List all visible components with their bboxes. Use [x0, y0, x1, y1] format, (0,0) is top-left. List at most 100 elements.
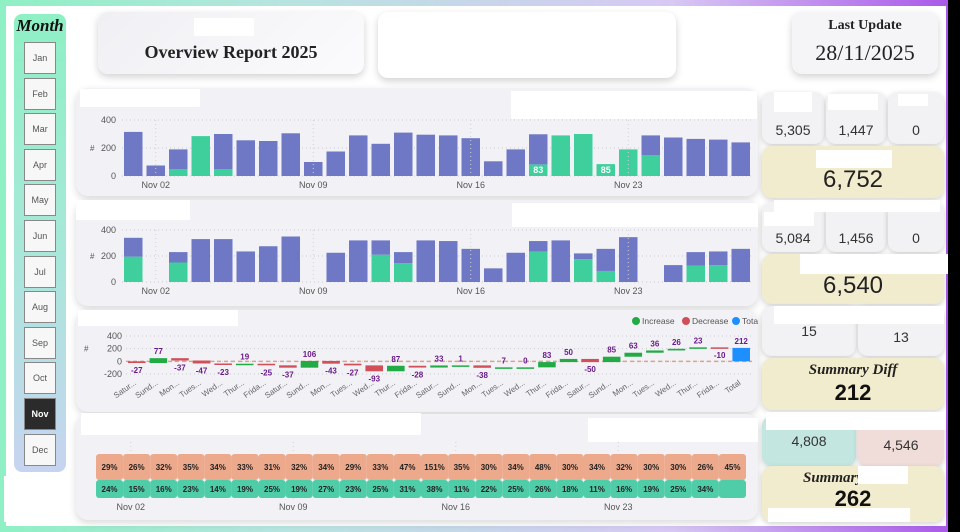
blank-label — [774, 92, 812, 112]
bar-secondary — [596, 270, 615, 282]
waterfall-increase-bar — [538, 362, 556, 368]
ribbon-bottom-label: 38% — [427, 485, 443, 494]
ribbon-bottom-segment — [231, 480, 259, 498]
waterfall-increase-bar — [387, 365, 405, 372]
waterfall-data-label: 85 — [607, 346, 616, 355]
waterfall-data-label: 50 — [564, 348, 573, 357]
y-axis-label: # — [84, 345, 89, 354]
waterfall-decrease-bar — [581, 358, 599, 363]
bar-secondary — [709, 265, 728, 282]
kpi-value: 5,084 — [775, 230, 811, 246]
ribbon-bottom-label: 34% — [697, 485, 713, 494]
month-button-sep[interactable]: Sep — [24, 326, 56, 359]
blank-label — [194, 18, 254, 36]
ribbon-top-segment — [204, 454, 232, 480]
bar-primary — [619, 237, 638, 282]
month-slicer: Month Jan Feb Mar Apr May Jun Jul Aug Sep Oct Nov D… — [14, 14, 66, 472]
summary-label: Summary — [802, 470, 863, 486]
month-button-oct[interactable]: Oct — [24, 362, 56, 395]
waterfall-increase-bar — [667, 348, 686, 351]
ribbon-top-label: 26% — [697, 463, 713, 472]
x-tick-label: Nov 09 — [279, 502, 308, 512]
month-button-jan[interactable]: Jan — [24, 42, 56, 74]
x-tick-label: Satur... — [112, 378, 138, 400]
bar-primary — [484, 268, 503, 282]
bar-primary — [551, 240, 570, 282]
x-tick-label: Mon... — [611, 378, 634, 398]
ribbon-top-label: 151% — [424, 463, 444, 472]
month-button-mar[interactable]: Mar — [24, 113, 56, 146]
waterfall-decrease-bar — [408, 365, 427, 368]
bar-primary — [439, 241, 458, 282]
ribbon-bottom-segment — [502, 480, 530, 498]
x-tick-label: Sund... — [436, 378, 462, 400]
blank-chart-title — [512, 203, 758, 227]
waterfall-data-label: 26 — [672, 338, 681, 347]
x-tick-label: Thur... — [222, 378, 246, 398]
ribbon-top-label: 45% — [724, 463, 740, 472]
ribbon-bottom-segment — [339, 480, 367, 498]
bar-primary — [686, 252, 705, 266]
ribbon-top-label: 29% — [102, 463, 118, 472]
bar-secondary — [529, 251, 548, 282]
bar-primary — [371, 240, 390, 255]
x-tick-label: Satur... — [414, 378, 440, 400]
ribbon-top-segment — [231, 454, 259, 480]
waterfall-decrease-bar — [322, 360, 340, 364]
x-tick-label: Satur... — [565, 378, 591, 400]
summary-diff-value: 212 — [834, 380, 872, 405]
waterfall-data-label: -10 — [714, 351, 726, 360]
ribbon-top-segment — [96, 454, 124, 480]
ribbon-top-segment — [258, 454, 286, 480]
waterfall-decrease-bar — [128, 361, 146, 364]
x-tick-label: Nov 23 — [614, 286, 643, 296]
ribbon-bottom-label: 22% — [481, 485, 497, 494]
month-button-dec[interactable]: Dec — [24, 433, 56, 466]
bar-primary — [281, 133, 300, 176]
blank-header-card — [378, 12, 676, 78]
month-button-jun[interactable]: Jun — [24, 220, 56, 252]
bar-primary — [529, 134, 548, 165]
window-edge — [948, 0, 960, 532]
waterfall-data-label: 23 — [694, 336, 703, 345]
ribbon-top-segment — [339, 454, 367, 480]
ribbon-top-label: 32% — [616, 463, 632, 472]
ribbon-top-segment — [312, 454, 340, 480]
month-button-feb[interactable]: Feb — [24, 77, 56, 110]
waterfall-decrease-bar — [343, 363, 362, 366]
bar-primary — [214, 134, 233, 169]
waterfall-decrease-bar — [279, 365, 297, 368]
bar-primary — [731, 248, 750, 282]
waterfall-data-label: 36 — [650, 339, 659, 348]
ribbon-bottom-segment — [610, 480, 638, 498]
month-button-apr[interactable]: Apr — [24, 148, 56, 181]
ribbon-bottom-segment — [583, 480, 611, 498]
x-tick-label: Sund... — [285, 378, 311, 400]
waterfall-chart: -2000200400#-27Satur...77Sund...-37Mon..… — [84, 316, 760, 400]
x-tick-label: Tues... — [631, 378, 656, 399]
blank-label — [800, 254, 948, 274]
waterfall-data-label: -27 — [131, 366, 143, 375]
ribbon-bottom-label: 11% — [454, 485, 470, 494]
bar-primary — [349, 240, 368, 282]
month-button-aug[interactable]: Aug — [24, 291, 56, 324]
ribbon-bottom-segment — [691, 480, 719, 498]
month-button-jul[interactable]: Jul — [24, 255, 56, 288]
bar-primary — [394, 252, 413, 264]
waterfall-data-label: -50 — [584, 365, 596, 374]
month-button-nov[interactable]: Nov — [24, 398, 56, 430]
ribbon-top-label: 33% — [372, 463, 388, 472]
blank-label — [898, 94, 928, 106]
blank-chart-title — [588, 418, 758, 442]
blank-chart-title — [80, 89, 200, 107]
month-button-may[interactable]: May — [24, 184, 56, 217]
legend-marker — [732, 317, 740, 325]
waterfall-data-label: 106 — [303, 350, 317, 359]
x-tick-label: Mon... — [460, 378, 483, 398]
y-tick-label: 400 — [101, 225, 116, 235]
legend-marker — [682, 317, 690, 325]
ribbon-bottom-segment — [150, 480, 178, 498]
bar-primary — [731, 142, 750, 176]
ribbon-top-segment — [150, 454, 178, 480]
blank-chart-title — [81, 413, 421, 435]
